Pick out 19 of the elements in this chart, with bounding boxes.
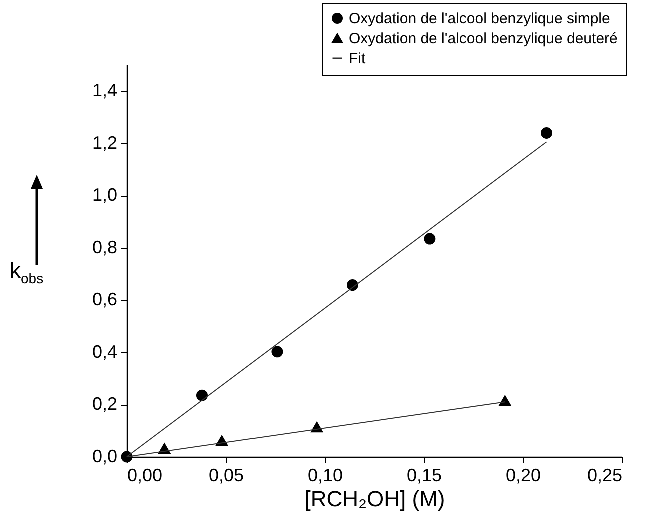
y-tick-label: 1,4 bbox=[92, 80, 118, 101]
x-tick-label: 0,15 bbox=[406, 466, 442, 486]
x-tick-label: 0,20 bbox=[506, 466, 542, 486]
y-tick-label: 0,6 bbox=[92, 290, 118, 310]
x-tick-label: 0,10 bbox=[308, 466, 344, 486]
x-axis-title: [RCH₂OH] (M) bbox=[304, 486, 446, 512]
y-tick-label: 1,0 bbox=[92, 185, 118, 206]
y-tick-label: 0,0 bbox=[92, 446, 118, 466]
x-tick-label: 0,00 bbox=[128, 466, 163, 486]
y-axis-title: k$_{obs}$ bbox=[10, 258, 44, 286]
x-tick-label: 0,05 bbox=[208, 466, 244, 486]
y-tick-label: 0,2 bbox=[92, 394, 118, 414]
y-tick-label: 0,8 bbox=[92, 237, 118, 258]
legend-label: Fit bbox=[349, 50, 366, 68]
y-tick-label: 1,2 bbox=[92, 132, 118, 153]
y-tick-label: 0,4 bbox=[92, 342, 118, 362]
x-tick-label: 0,25 bbox=[587, 466, 622, 486]
legend-label: Oxydation de l'alcool benzylique deuteré bbox=[349, 30, 618, 48]
legend-label: Oxydation de l'alcool benzylique simple bbox=[349, 10, 610, 28]
